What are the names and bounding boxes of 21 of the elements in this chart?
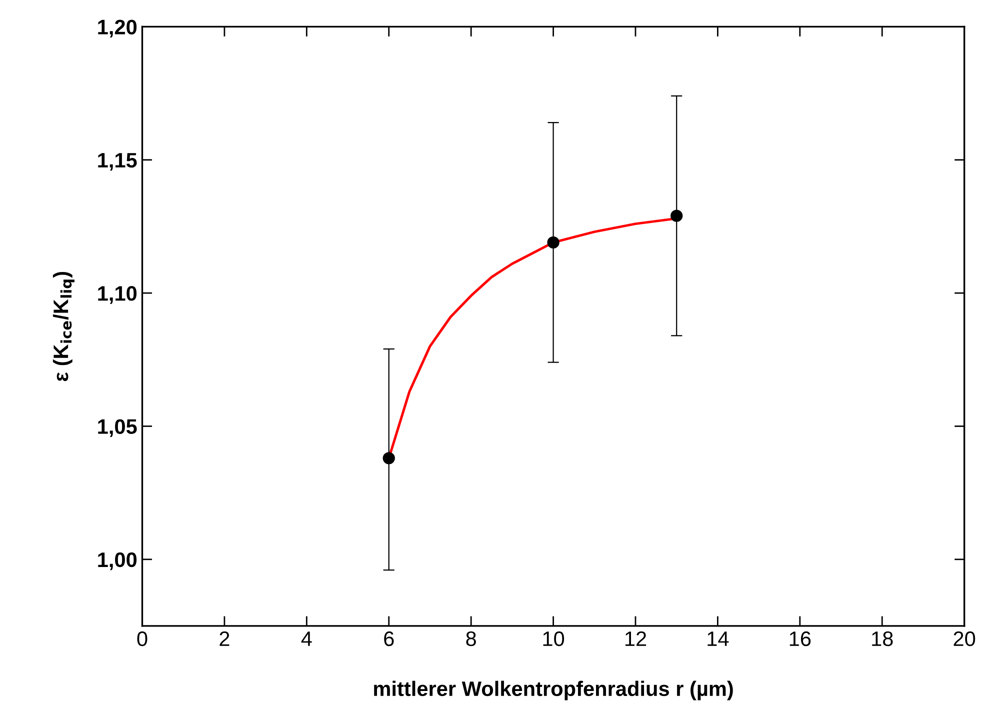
y-tick-label: 1,10 [98, 286, 137, 304]
x-tick-label: 4 [301, 632, 312, 646]
point [547, 236, 560, 249]
y-tick-label: 1,00 [98, 552, 137, 570]
x-axis-title: mittlerer Wolkentropfenradius r (µm) [374, 680, 733, 700]
x-tick-label: 0 [137, 631, 148, 646]
x-tick-label: 12 [625, 631, 646, 646]
y-tick-label: 1,20 [98, 20, 137, 38]
x-tick-label: 18 [872, 631, 893, 646]
x-tick-label: 14 [708, 632, 729, 646]
x-tick-label: 16 [790, 631, 811, 646]
x-tick-label: 6 [384, 631, 394, 646]
x-tick-label: 2 [220, 631, 230, 646]
x-tick-label: 8 [466, 631, 476, 646]
point [382, 452, 395, 464]
y-tick-label: 1,15 [98, 153, 137, 171]
x-tick-label: 10 [543, 631, 564, 646]
x-tick-label: 20 [954, 631, 976, 646]
point [670, 210, 683, 222]
y-tick-label: 1,05 [98, 419, 137, 437]
y-axis-title: ε (K$_{ice}$/K$_{liq}$) [52, 272, 74, 382]
